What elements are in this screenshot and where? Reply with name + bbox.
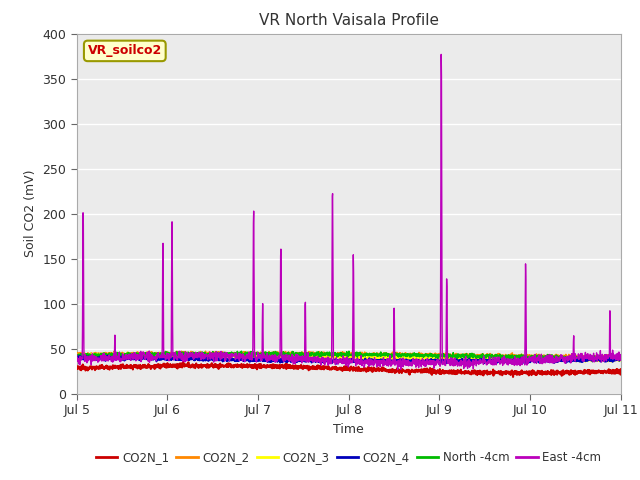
X-axis label: Time: Time: [333, 422, 364, 435]
Title: VR North Vaisala Profile: VR North Vaisala Profile: [259, 13, 439, 28]
Y-axis label: Soil CO2 (mV): Soil CO2 (mV): [24, 170, 37, 257]
Legend: CO2N_1, CO2N_2, CO2N_3, CO2N_4, North -4cm, East -4cm: CO2N_1, CO2N_2, CO2N_3, CO2N_4, North -4…: [92, 446, 606, 469]
Text: VR_soilco2: VR_soilco2: [88, 44, 162, 58]
